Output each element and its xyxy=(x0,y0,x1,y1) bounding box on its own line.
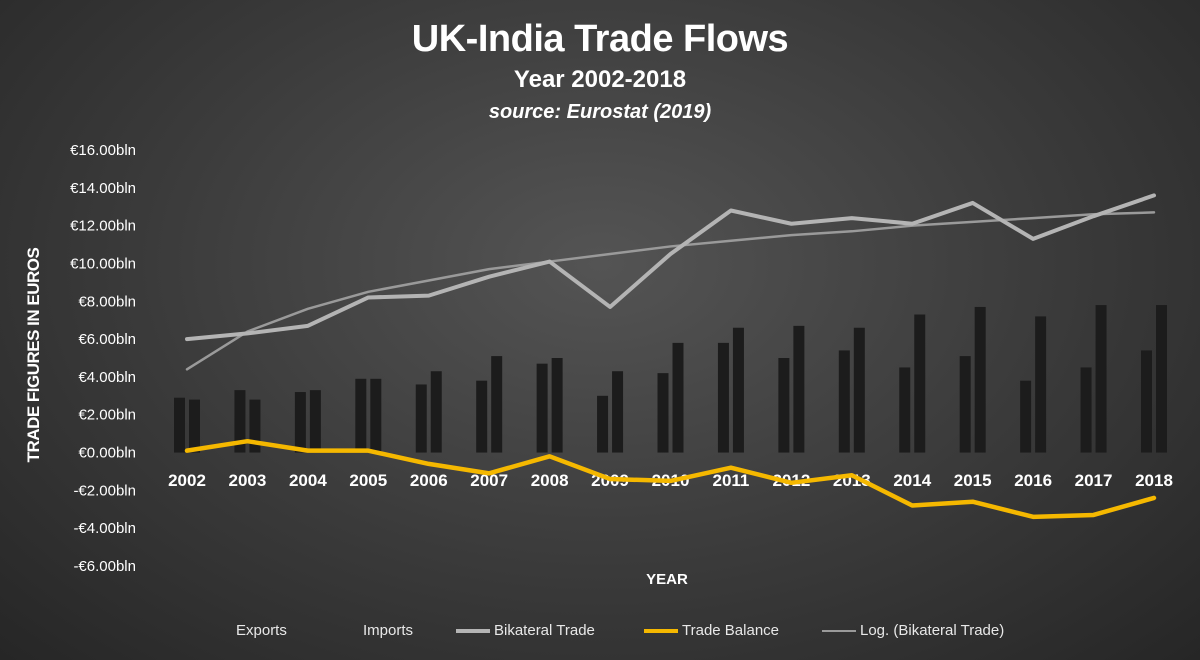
x-tick-label: 2008 xyxy=(531,471,569,490)
legend-label-exports: Exports xyxy=(236,622,287,639)
bar-imports xyxy=(491,356,503,453)
x-tick-label: 2003 xyxy=(229,471,267,490)
y-tick-label: -€6.00bln xyxy=(73,558,136,575)
line-layer xyxy=(185,193,1156,371)
y-tick-label: €0.00bln xyxy=(78,445,136,462)
y-axis-ticks: €16.00bln €14.00bln €12.00bln €10.00bln €8.0… xyxy=(70,142,136,575)
y-tick-label: €12.00bln xyxy=(70,218,136,235)
bar-exports xyxy=(355,378,367,453)
bar-exports xyxy=(234,390,246,453)
legend-item-exports: Exports xyxy=(236,622,287,639)
bar-imports xyxy=(853,327,865,453)
legend-label-log-trend: Log. (Bikateral Trade) xyxy=(860,622,1005,639)
line-bilateral-trade xyxy=(185,193,1156,342)
y-tick-label: €14.00bln xyxy=(70,180,136,197)
x-tick-label: 2014 xyxy=(893,471,931,490)
bar-exports xyxy=(1141,350,1152,453)
bar-exports xyxy=(294,392,306,453)
y-tick-label: €4.00bln xyxy=(78,369,136,386)
chart-legend: Exports Imports Bikateral Trade Trade Ba… xyxy=(0,622,1200,646)
bar-exports xyxy=(536,363,548,453)
line-log-trend xyxy=(185,211,1156,371)
bar-exports xyxy=(174,397,185,453)
legend-label-trade-balance: Trade Balance xyxy=(682,622,780,639)
bar-imports xyxy=(612,371,624,453)
y-axis-title: TRADE FIGURES IN EUROS xyxy=(24,247,43,463)
chart-source: source: Eurostat (2019) xyxy=(488,101,712,123)
bar-exports xyxy=(717,342,729,453)
y-tick-label: -€4.00bln xyxy=(73,520,136,537)
y-tick-label: €8.00bln xyxy=(78,293,136,310)
bar-imports xyxy=(974,306,986,453)
legend-swatch-log-trend xyxy=(822,629,856,632)
x-tick-label: 2006 xyxy=(410,471,448,490)
legend-item-imports: Imports xyxy=(363,622,413,639)
bar-imports xyxy=(249,399,261,453)
bar-exports xyxy=(476,380,488,453)
bar-imports xyxy=(1035,316,1047,453)
bar-imports xyxy=(914,314,926,453)
x-tick-label: 2015 xyxy=(954,471,992,490)
bar-imports xyxy=(1095,305,1107,453)
y-tick-label: -€2.00bln xyxy=(73,482,136,499)
legend-swatch-bilateral xyxy=(456,628,490,633)
bar-exports xyxy=(415,384,427,453)
y-tick-label: €10.00bln xyxy=(70,255,136,272)
y-tick-label: €16.00bln xyxy=(70,142,136,159)
bar-imports xyxy=(430,371,442,453)
x-tick-label: 2018 xyxy=(1135,471,1173,490)
chart-title: UK-India Trade Flows xyxy=(411,18,789,60)
x-tick-label: 2004 xyxy=(289,471,327,490)
bar-imports xyxy=(309,390,321,453)
bar-layer xyxy=(174,305,1167,453)
bar-imports xyxy=(370,378,382,453)
bar-exports xyxy=(899,367,911,453)
legend-item-trade-balance: Trade Balance xyxy=(644,622,779,639)
y-tick-label: €2.00bln xyxy=(78,407,136,424)
legend-swatch-trade-balance xyxy=(644,628,678,633)
bar-exports xyxy=(1020,380,1032,453)
x-tick-label: 2005 xyxy=(349,471,387,490)
legend-item-bilateral: Bikateral Trade xyxy=(456,622,595,639)
legend-label-imports: Imports xyxy=(363,622,414,639)
bar-exports xyxy=(657,373,669,453)
y-tick-label: €6.00bln xyxy=(78,331,136,348)
bar-imports xyxy=(551,358,563,453)
bar-imports xyxy=(672,342,684,453)
bar-exports xyxy=(1080,367,1092,453)
line-trade-balance xyxy=(184,438,1157,520)
bar-exports xyxy=(959,356,971,453)
legend-label-bilateral: Bikateral Trade xyxy=(494,622,595,639)
bar-exports xyxy=(838,350,850,453)
chart-subtitle: Year 2002-2018 xyxy=(513,66,687,93)
x-axis-title: YEAR xyxy=(646,571,688,588)
bar-exports xyxy=(778,358,790,453)
bar-imports xyxy=(1156,305,1167,453)
x-tick-label: 2011 xyxy=(712,471,749,490)
x-tick-label: 2017 xyxy=(1075,471,1113,490)
x-tick-label: 2007 xyxy=(470,471,508,490)
legend-item-log-trend: Log. (Bikateral Trade) xyxy=(822,622,1004,639)
bar-imports xyxy=(732,327,744,453)
bar-imports xyxy=(189,399,200,453)
x-tick-label: 2016 xyxy=(1014,471,1052,490)
bar-exports xyxy=(597,395,609,453)
x-tick-label: 2002 xyxy=(168,471,206,490)
bar-imports xyxy=(793,325,805,453)
